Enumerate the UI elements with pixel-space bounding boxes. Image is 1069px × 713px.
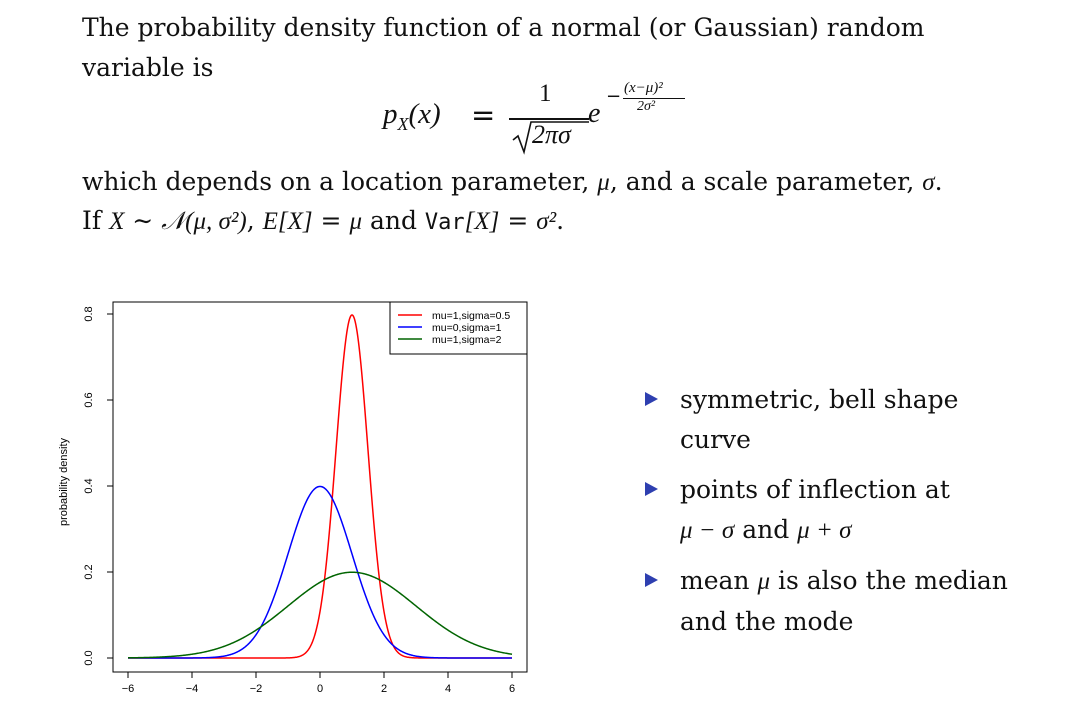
formula-lhs: pX(x): [383, 98, 441, 134]
formula-exponent-numerator: (x−μ)²: [624, 80, 663, 96]
intro-line-2: variable is: [82, 53, 214, 82]
triangle-bullet-icon: [645, 573, 658, 587]
x-tick-label: 6: [509, 683, 515, 695]
x-tick-label: −4: [186, 683, 199, 695]
formula-base-e: e: [588, 98, 601, 129]
description-line-1: which depends on a location parameter, μ…: [82, 167, 943, 196]
x-tick-label: 4: [445, 683, 451, 695]
formula-denominator: 2πσ: [532, 120, 571, 149]
legend-label: mu=0,sigma=1: [432, 322, 502, 334]
intro-paragraph: The probability density function of a no…: [82, 8, 982, 88]
bullet-list: symmetric, bell shape curve points of in…: [640, 380, 1060, 652]
y-tick-label: 0.6: [83, 392, 95, 407]
bullet-item: points of inflection at μ − σ and μ + σ: [640, 470, 1060, 551]
x-tick-label: −2: [250, 683, 263, 695]
formula-exponent-sign: −: [606, 86, 622, 107]
description-line-2: If X ∼ 𝒩(μ, σ²), E[X] = μ and Var[X] = σ…: [82, 206, 565, 235]
bullet-item: mean μ is also the median and the mode: [640, 561, 1060, 642]
triangle-bullet-icon: [645, 392, 658, 406]
series-line: [128, 485, 512, 659]
normal-pdf-formula: pX(x) = 1 2πσ e − (x−μ)² 2σ²: [383, 80, 703, 160]
y-tick-label: 0.8: [83, 306, 95, 321]
legend-label: mu=1,sigma=2: [432, 334, 502, 346]
y-axis-label: probability density: [58, 437, 70, 526]
formula-fraction-bar: [509, 118, 589, 120]
y-tick-label: 0.4: [83, 478, 95, 493]
sqrt-icon: [512, 121, 589, 155]
formula-equals: =: [471, 98, 496, 132]
bullet-item: symmetric, bell shape curve: [640, 380, 1060, 460]
density-chart: −6 −4 −2 0 2 4 6 0.0 0.2 0.4 0.6 0.8 probability den…: [58, 301, 528, 695]
x-tick-label: −6: [122, 683, 135, 695]
series-line: [128, 571, 513, 659]
legend-box: [389, 301, 528, 355]
triangle-bullet-icon: [645, 482, 658, 496]
formula-numerator: 1: [539, 80, 552, 107]
intro-line-1: The probability density function of a no…: [82, 13, 925, 42]
y-tick-label: 0.2: [83, 564, 95, 579]
y-tick-label: 0.0: [83, 650, 95, 665]
x-tick-label: 2: [381, 683, 387, 695]
x-tick-label: 0: [317, 683, 323, 695]
legend-label: mu=1,sigma=0.5: [432, 310, 510, 322]
formula-exponent-denominator: 2σ²: [637, 99, 656, 114]
formula-exponent-bar: [623, 98, 685, 99]
